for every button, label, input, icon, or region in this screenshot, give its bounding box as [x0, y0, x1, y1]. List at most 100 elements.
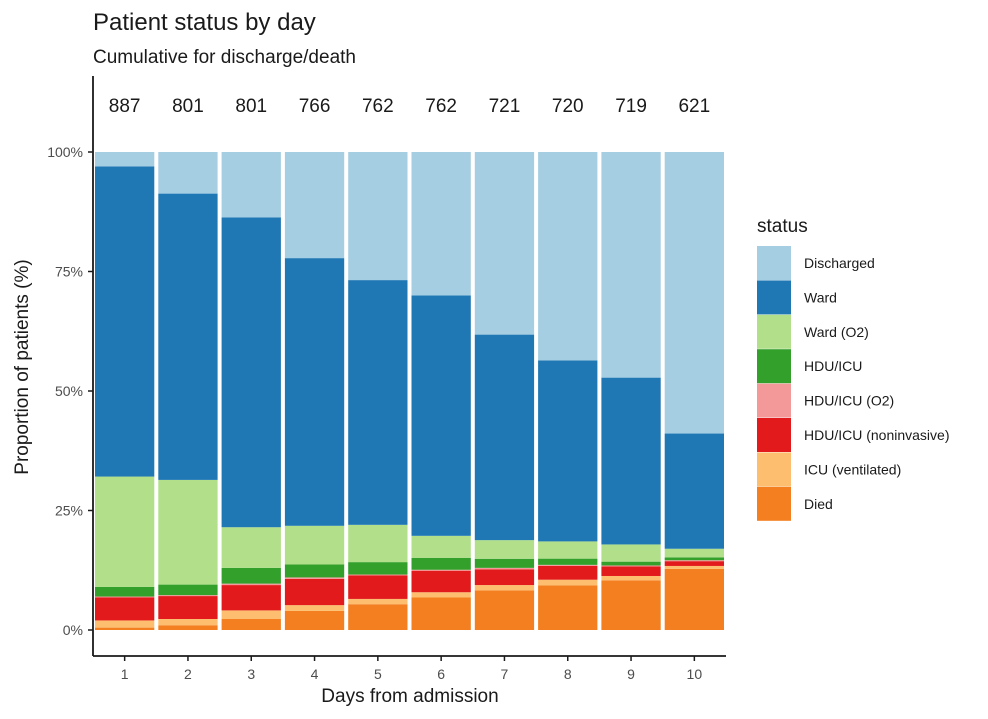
bar-segment [348, 152, 408, 281]
legend-swatch [757, 280, 791, 315]
x-tick-label: 2 [184, 666, 192, 682]
bar-segment [221, 585, 281, 611]
count-label: 721 [489, 96, 521, 117]
count-label: 719 [615, 96, 647, 117]
bar-segment [538, 585, 598, 630]
legend-label: Died [804, 496, 833, 512]
bars [95, 152, 724, 630]
bar-segment [664, 565, 724, 569]
bar-segment [411, 295, 471, 536]
bar-segment [474, 590, 535, 630]
legend-title: status [757, 216, 808, 237]
bar-segment [601, 561, 661, 566]
legend-label: ICU (ventilated) [804, 461, 901, 477]
bar-segment [348, 604, 408, 630]
bar-segment [158, 584, 218, 596]
bar-segment [601, 377, 661, 545]
count-label: 887 [109, 96, 141, 117]
bar-segment [348, 562, 408, 575]
bar-segment [601, 565, 661, 567]
legend-swatch [757, 486, 791, 521]
bar-segment [474, 585, 535, 591]
bar-segment [664, 152, 724, 434]
bar-segment [95, 627, 155, 630]
bar-segment [474, 152, 535, 335]
y-tick-label: 0% [63, 622, 83, 638]
bar-segment [221, 567, 281, 584]
axes: 1 2 3 4 5 6 7 8 9 100%25%50%75%100% [47, 76, 726, 682]
bar-segment [158, 625, 218, 630]
bar-segment [601, 566, 661, 576]
bar-segment [284, 610, 345, 630]
bar-segment [221, 610, 281, 619]
legend: status Discharged Ward Ward (O2) HDU/ICU HDU… [757, 216, 949, 521]
count-label: 766 [299, 96, 331, 117]
bar-segment [348, 575, 408, 599]
count-label: 801 [172, 96, 204, 117]
bar-segment [221, 583, 281, 586]
bar-segment [664, 560, 724, 562]
bar-segment [221, 217, 281, 528]
bar-segment [221, 619, 281, 630]
bar-segment [474, 569, 535, 586]
bar-segment [474, 558, 535, 568]
y-axis-title: Proportion of patients (%) [12, 259, 33, 474]
x-tick-label: 4 [311, 666, 319, 682]
bar-segment [284, 578, 345, 606]
bar-segment [158, 479, 218, 585]
bar-segment [601, 580, 661, 630]
legend-swatch [757, 349, 791, 384]
y-tick-label: 100% [47, 144, 83, 160]
chart-subtitle: Cumulative for discharge/death [93, 47, 356, 68]
bar-segment [95, 166, 155, 477]
bar-segment [284, 564, 345, 578]
x-axis-title: Days from admission [321, 686, 498, 707]
bar-segment [221, 152, 281, 218]
bar-segment [348, 280, 408, 525]
y-tick-label: 50% [55, 383, 83, 399]
legend-label: Ward (O2) [804, 324, 869, 340]
bar-segment [284, 152, 345, 259]
x-tick-label: 6 [437, 666, 445, 682]
bar-segment [411, 570, 471, 593]
legend-label: HDU/ICU (noninvasive) [804, 427, 949, 443]
count-label: 762 [425, 96, 457, 117]
bar-segment [158, 619, 218, 626]
x-tick-label: 5 [374, 666, 382, 682]
bar-segment [158, 193, 218, 480]
legend-swatch [757, 314, 791, 349]
bar-segment [158, 596, 218, 619]
count-label: 801 [235, 96, 267, 117]
bar-segment [538, 360, 598, 542]
bar-segment [411, 535, 471, 558]
legend-label: HDU/ICU (O2) [804, 393, 894, 409]
bar-segment [538, 152, 598, 361]
bar-segment [348, 574, 408, 576]
bar-segment [538, 558, 598, 565]
bar-segment [95, 597, 155, 621]
bar-segment [601, 575, 661, 581]
legend-label: HDU/ICU [804, 358, 862, 374]
bar-segment [158, 152, 218, 194]
legend-swatch [757, 418, 791, 452]
bar-segment [284, 577, 345, 579]
bar-segment [664, 433, 724, 549]
bar-segment [348, 598, 408, 605]
bar-segment [348, 524, 408, 563]
bar-segment [664, 548, 724, 558]
bar-segment [538, 565, 598, 580]
bar-segment [411, 569, 471, 571]
bar-segment [411, 592, 471, 598]
x-tick-label: 10 [687, 666, 703, 682]
bar-segment [221, 527, 281, 568]
bar-segment [284, 605, 345, 611]
count-labels: 887 801 801 766 762 762 721 720 719 621 [109, 96, 710, 117]
legend-label: Discharged [804, 255, 875, 271]
legend-swatch [757, 246, 791, 280]
bar-segment [474, 567, 535, 570]
bar-segment [474, 540, 535, 559]
legend-swatch [757, 452, 791, 487]
x-tick-label: 1 [121, 666, 129, 682]
